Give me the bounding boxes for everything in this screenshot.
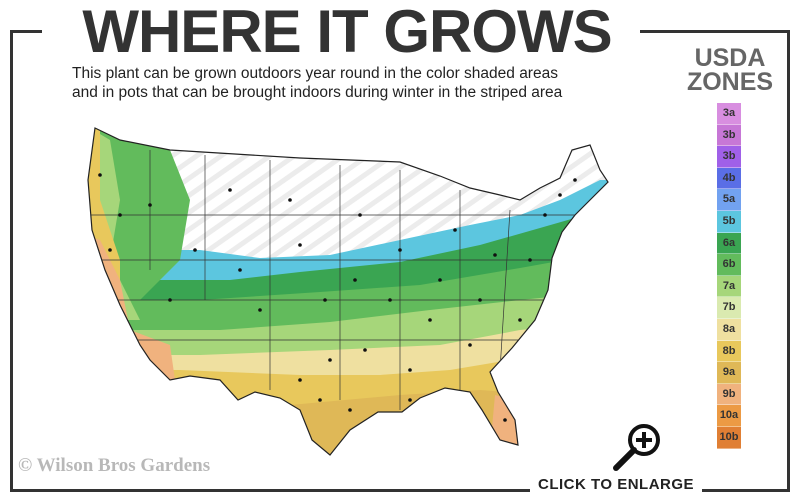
legend-zone-8b: 8b xyxy=(717,340,741,363)
legend-zone-3b: 3b xyxy=(717,146,741,168)
zone-legend: 3a 3b 3b 4b 5a 5b 6a 6b 7a 7b 8a 8b 9a 9b 10a 10b xyxy=(717,103,741,449)
city-marker xyxy=(408,398,412,402)
legend-zone-3a: 3a xyxy=(717,103,741,125)
city-marker xyxy=(478,298,482,302)
legend-zone-10b: 10b xyxy=(717,426,741,449)
legend-title: USDA ZONES xyxy=(680,44,780,96)
legend-title-line-2: ZONES xyxy=(686,68,774,96)
city-marker xyxy=(318,398,322,402)
frame-top-left xyxy=(10,30,42,33)
description: This plant can be grown outdoors year ro… xyxy=(72,64,652,102)
frame-right xyxy=(787,30,790,492)
legend-zone-8a: 8a xyxy=(717,318,741,341)
city-marker xyxy=(353,278,357,282)
legend-title-line-1: USDA xyxy=(694,44,766,72)
frame-top-right xyxy=(640,30,790,33)
frame-left xyxy=(10,30,13,492)
legend-zone-5a: 5a xyxy=(717,189,741,211)
city-marker xyxy=(493,253,497,257)
city-marker xyxy=(518,318,522,322)
description-line-2: and in pots that can be brought indoors … xyxy=(72,84,563,101)
usda-zone-map[interactable] xyxy=(60,110,620,460)
copyright-watermark: © Wilson Bros Gardens xyxy=(18,455,211,476)
city-marker xyxy=(573,178,577,182)
city-marker xyxy=(193,248,197,252)
state-borders xyxy=(88,150,608,410)
zoom-in-icon[interactable] xyxy=(610,420,664,474)
legend-zone-5b: 5b xyxy=(717,210,741,233)
city-marker xyxy=(118,213,122,217)
city-markers xyxy=(98,173,577,422)
city-marker xyxy=(148,203,152,207)
city-marker xyxy=(298,243,302,247)
city-marker xyxy=(168,298,172,302)
legend-zone-7b: 7b xyxy=(717,297,741,319)
legend-zone-3b: 3b xyxy=(717,124,741,147)
click-to-enlarge-link[interactable]: CLICK TO ENLARGE xyxy=(530,476,703,493)
legend-zone-10a: 10a xyxy=(717,405,741,427)
zone-band-9a xyxy=(88,390,608,455)
description-line-1: This plant can be grown outdoors year ro… xyxy=(72,65,558,82)
city-marker xyxy=(328,358,332,362)
legend-zone-6b: 6b xyxy=(717,254,741,276)
city-marker xyxy=(108,248,112,252)
legend-zone-4b: 4b xyxy=(717,167,741,190)
city-marker xyxy=(258,308,262,312)
city-marker xyxy=(98,173,102,177)
city-marker xyxy=(528,258,532,262)
city-marker xyxy=(348,408,352,412)
city-marker xyxy=(558,193,562,197)
city-marker xyxy=(438,278,442,282)
city-marker xyxy=(503,418,507,422)
city-marker xyxy=(228,188,232,192)
city-marker xyxy=(238,268,242,272)
city-marker xyxy=(358,213,362,217)
us-outline xyxy=(87,127,609,456)
legend-zone-9b: 9b xyxy=(717,383,741,406)
city-marker xyxy=(363,348,367,352)
city-marker xyxy=(543,213,547,217)
city-marker xyxy=(288,198,292,202)
legend-zone-9a: 9a xyxy=(717,362,741,384)
city-marker xyxy=(428,318,432,322)
city-marker xyxy=(468,343,472,347)
city-marker xyxy=(398,248,402,252)
city-marker xyxy=(453,228,457,232)
city-marker xyxy=(323,298,327,302)
legend-zone-6a: 6a xyxy=(717,232,741,255)
legend-zone-7a: 7a xyxy=(717,275,741,298)
city-marker xyxy=(388,298,392,302)
city-marker xyxy=(408,368,412,372)
frame-bottom xyxy=(10,489,790,492)
page-title: WHERE IT GROWS xyxy=(82,0,612,65)
city-marker xyxy=(298,378,302,382)
